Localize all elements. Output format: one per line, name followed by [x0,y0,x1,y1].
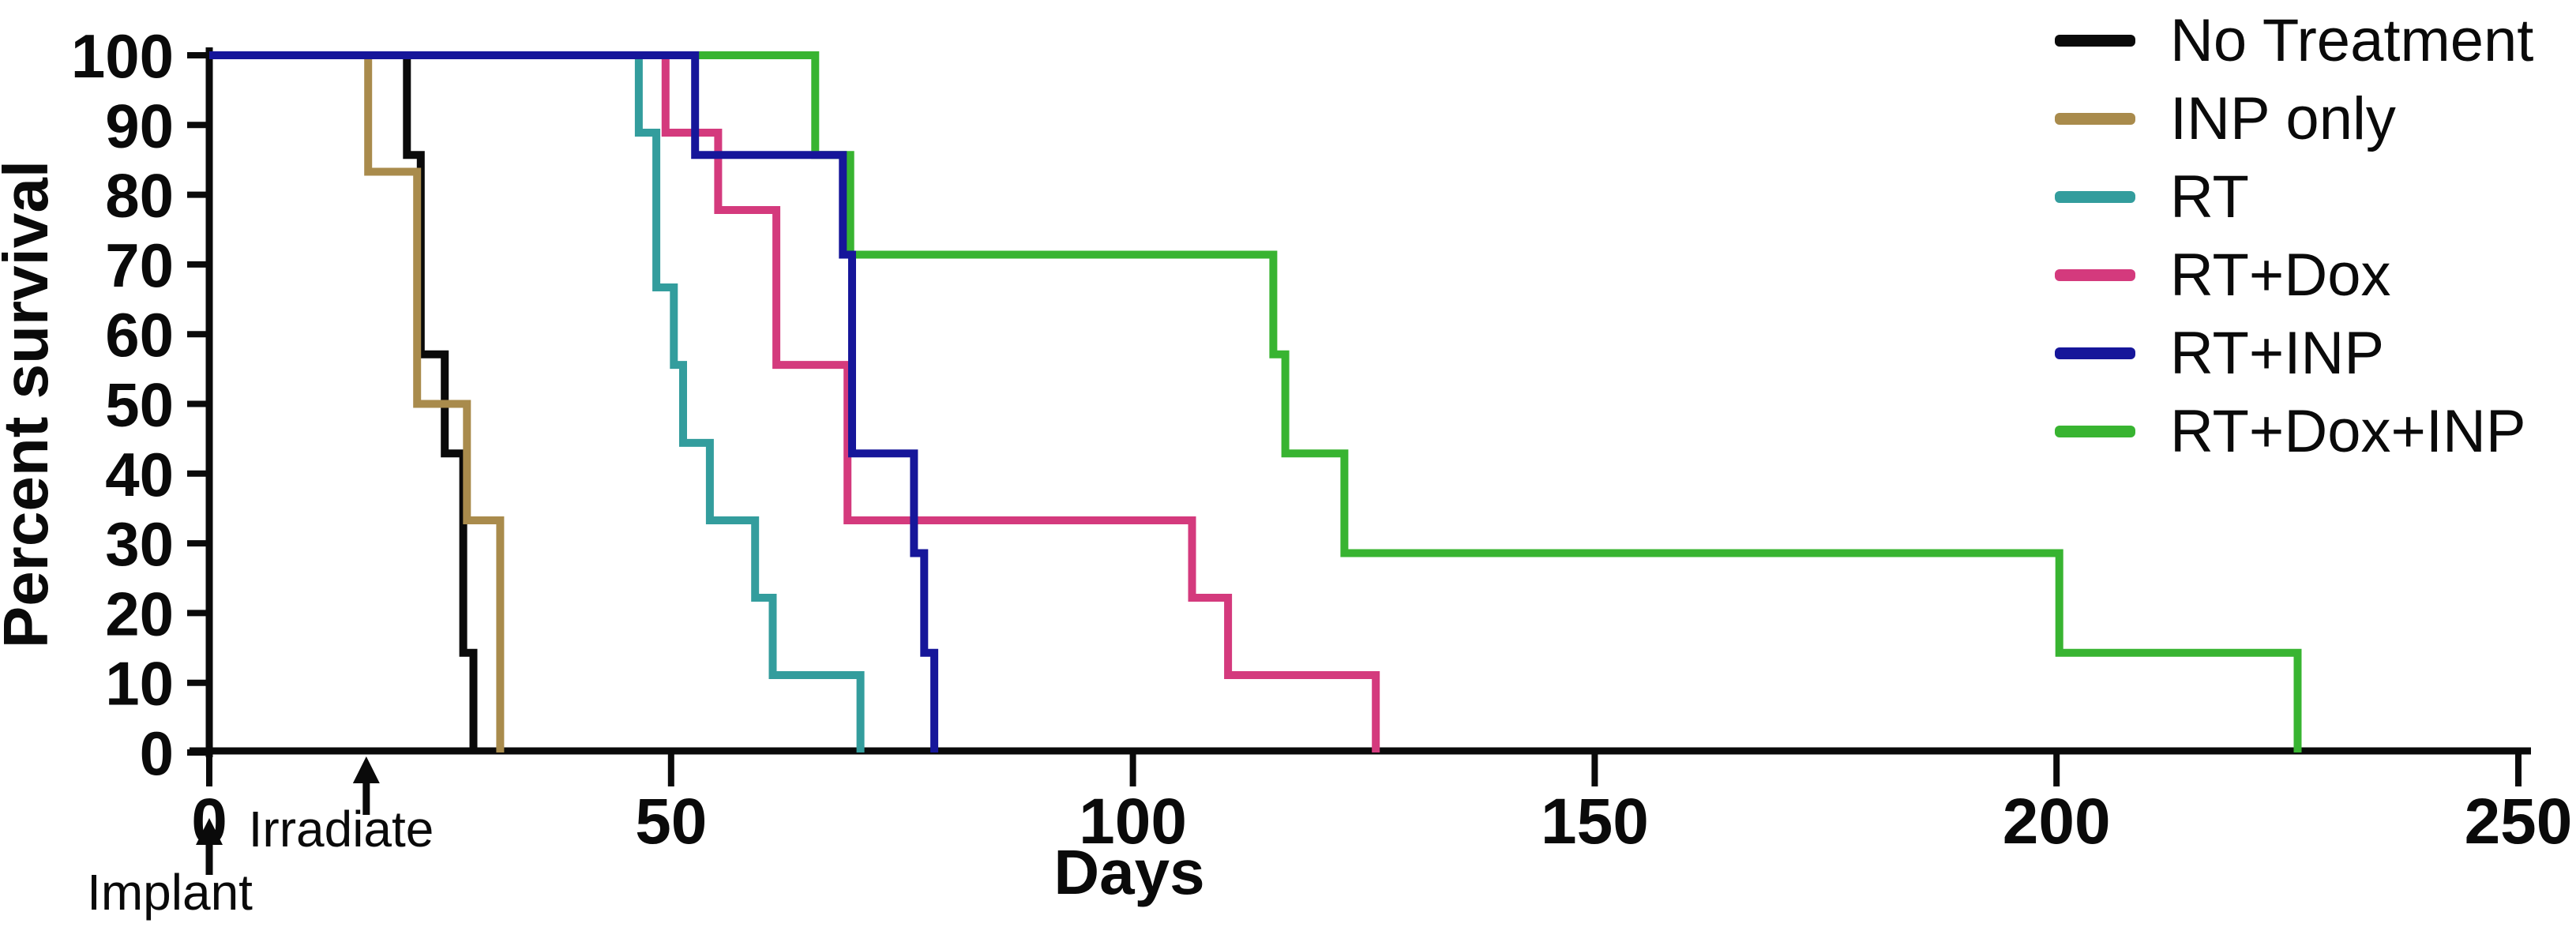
y-tick-label: 80 [105,161,174,231]
legend-item-rt-inp: RT+INP [2055,314,2533,392]
legend-swatch-rt-dox [2055,269,2135,281]
legend: No Treatment INP only RT RT+Dox RT+INP R… [2055,2,2533,471]
legend-swatch-inp-only [2055,113,2135,125]
curve-inp-only [209,51,505,752]
y-tick-label: 70 [105,231,174,300]
y-tick-label: 20 [105,579,174,648]
x-tick-label: 50 [635,786,707,858]
legend-item-no-treatment: No Treatment [2055,2,2533,80]
y-tick-label: 90 [105,91,174,160]
x-tick-label: 150 [1541,786,1649,858]
curve-rt-inp [209,51,939,752]
legend-item-rt: RT [2055,158,2533,236]
legend-swatch-rt-inp [2055,347,2135,359]
y-tick-label: 10 [105,649,174,719]
x-tick-label: 250 [2465,786,2573,858]
legend-label-rt-dox: RT+Dox [2170,241,2391,309]
irradiate-arrow-head [352,756,380,783]
y-tick-label: 30 [105,509,174,579]
curve-rt-dox-inp [209,51,2302,752]
legend-label-rt-inp: RT+INP [2170,319,2385,387]
plot-area: 0102030405060708090100050100150200250 [71,21,2573,875]
y-tick-label: 50 [105,370,174,440]
implant-arrow-head [196,818,223,845]
y-tick-label: 0 [140,719,174,788]
curve-rt-dox [209,51,1380,752]
legend-item-rt-dox: RT+Dox [2055,236,2533,314]
legend-swatch-rt-dox-inp [2055,426,2135,437]
legend-label-rt-dox-inp: RT+Dox+INP [2170,397,2526,465]
legend-label-rt: RT [2170,163,2249,231]
y-tick-label: 60 [105,300,174,370]
curve-rt [209,51,865,752]
x-tick-label: 100 [1079,786,1187,858]
y-axis-title: Percent survival [0,160,61,648]
legend-label-no-treatment: No Treatment [2170,6,2534,74]
legend-item-inp-only: INP only [2055,80,2533,158]
y-tick-label: 40 [105,440,174,509]
x-tick-label: 200 [2003,786,2111,858]
y-tick-label: 100 [71,21,174,91]
x-axis-title: Days [1053,837,1204,907]
legend-swatch-rt [2055,191,2135,203]
legend-swatch-no-treatment [2055,35,2135,47]
irradiate-annotation-label: Irradiate [249,801,434,858]
legend-item-rt-dox-inp: RT+Dox+INP [2055,392,2533,471]
legend-label-inp-only: INP only [2170,84,2396,152]
implant-annotation-label: Implant [87,864,253,921]
curve-no-treatment [209,51,478,752]
